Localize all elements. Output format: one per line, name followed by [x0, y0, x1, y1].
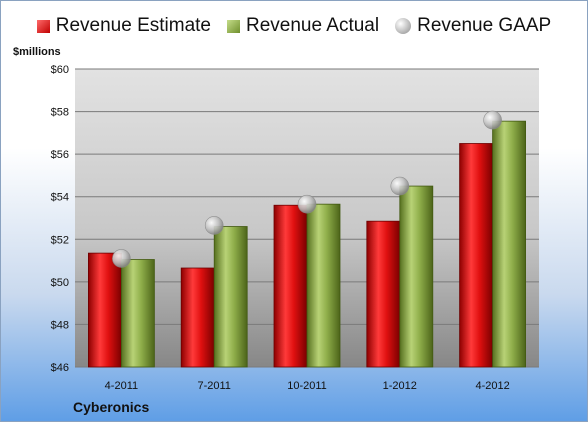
bar-revenue-actual: [121, 259, 155, 368]
legend-swatch-actual: [227, 19, 240, 33]
marker-revenue-gaap: [297, 194, 317, 214]
y-tick-label: $50: [51, 277, 69, 289]
bar-revenue-estimate: [180, 267, 215, 368]
bar-revenue-actual: [399, 185, 434, 368]
markers-layer: [112, 110, 502, 268]
x-tick-label: 1-2012: [383, 380, 417, 392]
x-tick-labels: 4-2011 7-2011 10-2011 1-2012 4-2012: [105, 380, 510, 392]
bar-revenue-estimate: [88, 252, 122, 368]
bar-revenue-estimate: [366, 220, 401, 368]
y-tick-label: $48: [51, 319, 69, 331]
bar-revenue-actual: [213, 226, 248, 368]
bar-revenue-estimate: [273, 204, 308, 368]
y-tick-label: $58: [51, 107, 69, 119]
y-tick-label: $60: [51, 64, 69, 76]
legend-label-actual: Revenue Actual: [246, 15, 380, 36]
x-tick-label: 4-2011: [105, 380, 138, 392]
legend-item-actual: Revenue Actual: [227, 15, 379, 37]
x-tick-label: 4-2012: [475, 380, 509, 392]
marker-revenue-gaap: [483, 110, 502, 130]
company-label: Cyberonics: [73, 399, 150, 415]
y-tick-labels: $46 $48 $50 $52 $54 $56 $58 $60: [51, 64, 69, 374]
x-tick-label: 7-2011: [197, 380, 230, 392]
marker-revenue-gaap: [112, 249, 131, 268]
legend-swatch-estimate: [36, 19, 50, 33]
legend-swatch-gaap: [395, 18, 412, 34]
legend-item-gaap: Revenue GAAP: [395, 15, 551, 37]
y-tick-label: $54: [51, 192, 69, 204]
y-tick-label: $46: [51, 362, 69, 374]
legend-label-estimate: Revenue Estimate: [55, 15, 211, 36]
y-axis-unit-label: $millions: [13, 46, 61, 58]
y-tick-label: $56: [51, 149, 69, 161]
legend-item-estimate: Revenue Estimate: [36, 15, 211, 37]
bars-layer: [88, 120, 527, 368]
legend-label-gaap: Revenue GAAP: [417, 15, 552, 36]
bar-revenue-estimate: [459, 143, 494, 368]
marker-revenue-gaap: [390, 176, 410, 196]
legend: Revenue Estimate Revenue Actual Revenue …: [1, 15, 587, 37]
bar-revenue-actual: [492, 120, 527, 368]
marker-revenue-gaap: [204, 216, 224, 235]
x-tick-label: 10-2011: [287, 380, 327, 392]
y-tick-label: $52: [51, 234, 69, 246]
bar-revenue-actual: [306, 203, 341, 368]
